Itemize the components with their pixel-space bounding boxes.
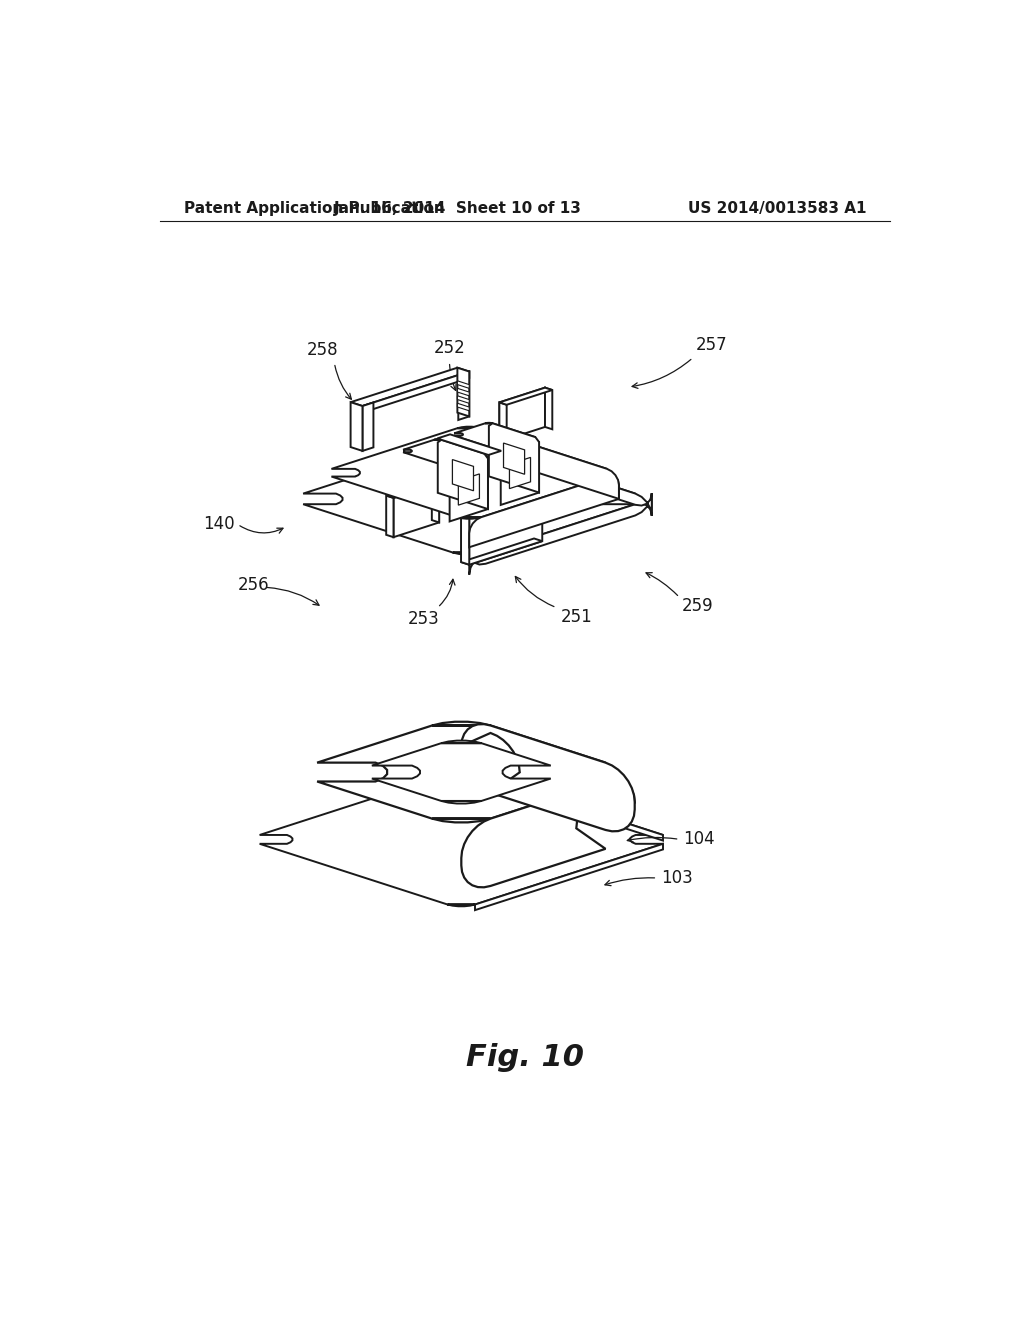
Polygon shape: [469, 477, 618, 548]
Polygon shape: [393, 483, 439, 537]
Polygon shape: [437, 434, 501, 455]
Text: Fig. 10: Fig. 10: [466, 1043, 584, 1072]
Polygon shape: [432, 480, 439, 523]
Text: 253: 253: [409, 610, 440, 628]
Text: 252: 252: [433, 339, 465, 356]
Text: 140: 140: [204, 515, 236, 533]
Polygon shape: [362, 403, 374, 451]
Text: 257: 257: [695, 335, 727, 354]
Polygon shape: [488, 424, 539, 492]
Text: 104: 104: [684, 830, 715, 849]
Polygon shape: [458, 403, 469, 411]
Polygon shape: [386, 480, 439, 498]
Text: Patent Application Publication: Patent Application Publication: [183, 201, 444, 216]
Polygon shape: [438, 440, 488, 510]
Text: 256: 256: [238, 577, 269, 594]
Polygon shape: [453, 459, 473, 491]
Polygon shape: [386, 495, 393, 537]
Polygon shape: [455, 422, 536, 450]
Polygon shape: [362, 371, 469, 413]
Polygon shape: [459, 371, 469, 420]
Polygon shape: [469, 434, 652, 516]
Polygon shape: [260, 772, 663, 907]
Polygon shape: [350, 403, 362, 451]
Text: 103: 103: [662, 869, 693, 887]
Polygon shape: [450, 455, 488, 521]
Polygon shape: [317, 722, 605, 822]
Polygon shape: [458, 380, 469, 388]
Text: US 2014/0013583 A1: US 2014/0013583 A1: [687, 201, 866, 216]
Polygon shape: [458, 396, 469, 404]
Text: 258: 258: [306, 341, 338, 359]
Polygon shape: [469, 494, 543, 565]
Polygon shape: [510, 458, 530, 488]
Polygon shape: [458, 368, 469, 416]
Polygon shape: [504, 444, 524, 474]
Polygon shape: [500, 388, 552, 405]
Polygon shape: [469, 428, 618, 499]
Polygon shape: [501, 440, 539, 506]
Text: Jan. 16, 2014  Sheet 10 of 13: Jan. 16, 2014 Sheet 10 of 13: [334, 201, 582, 216]
Polygon shape: [461, 725, 635, 832]
Polygon shape: [403, 440, 484, 466]
Polygon shape: [461, 780, 635, 887]
Polygon shape: [461, 539, 543, 565]
Polygon shape: [372, 741, 551, 804]
Polygon shape: [500, 388, 545, 442]
Polygon shape: [461, 512, 469, 565]
Polygon shape: [545, 388, 552, 429]
Polygon shape: [475, 843, 663, 909]
Polygon shape: [332, 426, 607, 519]
Polygon shape: [458, 388, 469, 396]
Polygon shape: [459, 474, 479, 506]
Polygon shape: [500, 403, 507, 444]
Polygon shape: [461, 491, 531, 515]
Text: 251: 251: [560, 607, 592, 626]
Polygon shape: [475, 775, 663, 841]
Polygon shape: [350, 368, 469, 407]
Polygon shape: [469, 494, 652, 574]
Polygon shape: [303, 444, 635, 554]
Text: 259: 259: [682, 598, 714, 615]
